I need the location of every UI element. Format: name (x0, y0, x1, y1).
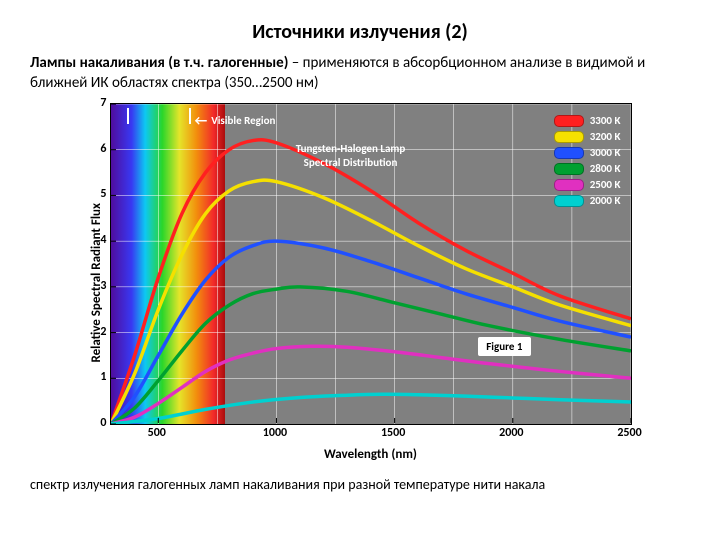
page-title: Источники излучения (2) (30, 20, 690, 44)
y-tick: 7 (100, 96, 106, 110)
legend-swatch (554, 115, 584, 127)
axis-frame: ← Visible Region Tungsten-Halogen Lamp S… (110, 103, 632, 425)
y-tick: 5 (100, 187, 106, 201)
y-tick: 4 (100, 233, 106, 247)
chart-container: Relative Spectral Radiant Flux ← Visible… (30, 103, 690, 462)
legend-label: 2000 K (590, 194, 621, 207)
x-tick: 1500 (381, 426, 405, 440)
arrow-left-icon: ← (195, 112, 208, 129)
legend-label: 3200 K (590, 130, 621, 143)
legend-label: 2800 K (590, 162, 621, 175)
caption: спектр излучения галогенных ламп накалив… (30, 476, 690, 493)
legend-label: 3000 K (590, 146, 621, 159)
legend-item: 2000 K (554, 194, 621, 207)
legend-swatch (554, 195, 584, 207)
legend-item: 3200 K (554, 130, 621, 143)
figure-label: Figure 1 (478, 337, 530, 356)
plot-area: ← Visible Region Tungsten-Halogen Lamp S… (110, 103, 632, 425)
x-tick: 2500 (617, 426, 641, 440)
y-tick: 2 (100, 325, 106, 339)
legend-swatch (554, 163, 584, 175)
legend-swatch (554, 179, 584, 191)
legend-swatch (554, 147, 584, 159)
vis-marker-right (189, 108, 191, 124)
legend-item: 2500 K (554, 178, 621, 191)
legend-label: 3300 K (590, 114, 621, 127)
y-tick: 3 (100, 279, 106, 293)
legend-item: 3000 K (554, 146, 621, 159)
y-tick: 0 (100, 416, 106, 430)
legend-item: 3300 K (554, 114, 621, 127)
y-tick: 6 (100, 142, 106, 156)
x-tick: 2000 (499, 426, 523, 440)
legend-swatch (554, 131, 584, 143)
vis-marker-left (127, 108, 129, 124)
y-tick: 1 (100, 370, 106, 384)
x-tick: 500 (148, 426, 166, 440)
legend-item: 2800 K (554, 162, 621, 175)
legend-label: 2500 K (590, 178, 621, 191)
legend: 3300 K 3200 K 3000 K 2800 K 2500 K 2000 K (554, 114, 621, 210)
x-tick: 1000 (263, 426, 287, 440)
inset-title: Tungsten-Halogen Lamp Spectral Distribut… (291, 142, 411, 171)
x-axis-label: Wavelength (nm) (324, 447, 417, 462)
description: Лампы накаливания (в т.ч. галогенные) – … (30, 54, 690, 93)
visible-text: Visible Region (211, 114, 275, 127)
desc-bold: Лампы накаливания (в т.ч. галогенные) (30, 54, 288, 72)
visible-region-label: ← Visible Region (195, 112, 276, 129)
